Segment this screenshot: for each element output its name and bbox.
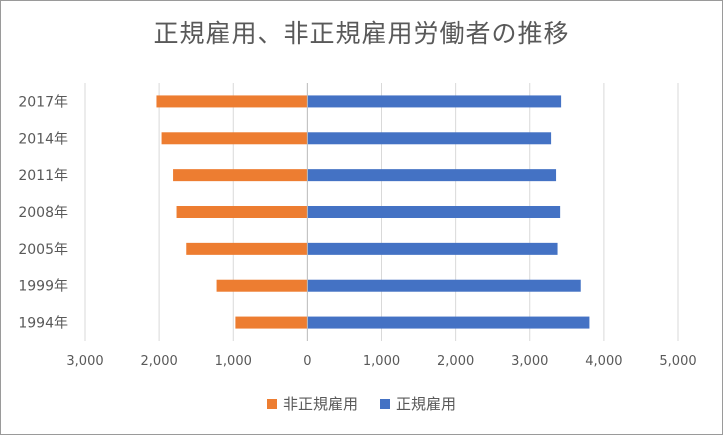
bar-nonregular-5 (216, 279, 308, 292)
x-tick-label-2: 1,000 (215, 354, 252, 369)
bar-nonregular-1 (161, 132, 308, 145)
bar-regular-4 (307, 242, 558, 255)
category-label-4: 2005年 (18, 242, 68, 258)
bar-regular-5 (307, 279, 581, 292)
bar-nonregular-4 (186, 242, 308, 255)
x-tick-label-0: 3,000 (66, 354, 103, 369)
bar-nonregular-2 (173, 169, 308, 182)
chart-title: 正規雇用、非正規雇用労働者の推移 (153, 19, 570, 48)
legend-label-regular: 正規雇用 (396, 395, 457, 413)
category-label-3: 2008年 (18, 205, 68, 221)
bar-regular-3 (307, 206, 561, 218)
category-label-1: 2014年 (18, 131, 68, 147)
legend: 非正規雇用 正規雇用 (0, 393, 723, 414)
bar-nonregular-0 (156, 95, 308, 108)
bar-nonregular-3 (176, 206, 308, 218)
x-tick-label-4: 1,000 (363, 354, 400, 369)
category-label-5: 1999年 (18, 279, 68, 295)
x-tick-label-8: 5,000 (659, 354, 696, 369)
legend-swatch-regular (380, 398, 390, 409)
x-tick-label-5: 2,000 (437, 354, 474, 369)
category-label-0: 2017年 (18, 94, 68, 110)
x-tick-label-7: 4,000 (585, 354, 622, 369)
bar-regular-0 (307, 95, 562, 108)
x-tick-label-3: 0 (303, 354, 311, 369)
x-tick-label-1: 2,000 (141, 354, 178, 369)
legend-label-nonregular: 非正規雇用 (282, 395, 358, 413)
bar-nonregular-6 (235, 316, 308, 329)
legend-item-nonregular: 非正規雇用 (266, 393, 358, 414)
bar-regular-1 (307, 132, 552, 145)
x-tick-label-6: 3,000 (511, 354, 548, 369)
legend-swatch-nonregular (266, 398, 277, 409)
legend-item-regular: 正規雇用 (380, 393, 456, 414)
category-label-6: 1994年 (18, 316, 68, 332)
bar-regular-6 (307, 316, 590, 329)
bar-regular-2 (307, 169, 557, 182)
category-label-2: 2011年 (18, 168, 68, 184)
